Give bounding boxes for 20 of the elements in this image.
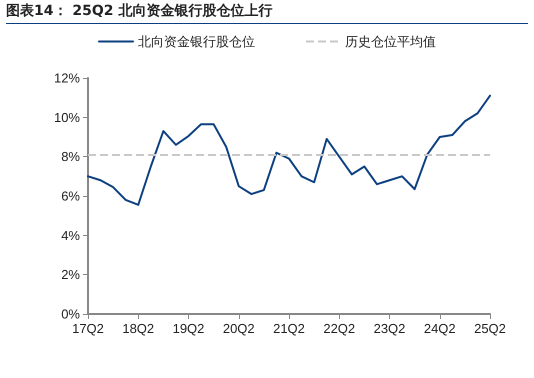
x-tick-label: 22Q2 xyxy=(323,321,356,336)
x-tick-label: 24Q2 xyxy=(424,321,456,336)
x-tick-label: 19Q2 xyxy=(172,321,204,336)
legend-label: 北向资金银行股仓位 xyxy=(138,34,255,49)
y-tick-label: 6% xyxy=(61,188,80,204)
y-tick-label: 10% xyxy=(54,110,80,125)
x-tick-label: 20Q2 xyxy=(222,321,255,336)
chart-title: 图表14： 25Q2 北向资金银行股仓位上行 xyxy=(6,2,528,24)
x-tick-label: 17Q2 xyxy=(72,321,104,336)
y-tick-label: 2% xyxy=(61,267,80,282)
line-series xyxy=(87,94,491,206)
x-tick-label: 18Q2 xyxy=(122,321,154,336)
x-tick-label: 21Q2 xyxy=(273,321,305,336)
x-tick-label: 25Q2 xyxy=(474,321,506,336)
x-tick-label: 23Q2 xyxy=(374,321,406,336)
y-tick-label: 0% xyxy=(61,306,80,322)
y-tick-label: 8% xyxy=(61,149,80,164)
y-tick-label: 12% xyxy=(54,70,80,86)
legend-label: 历史仓位平均值 xyxy=(345,34,436,49)
y-tick-label: 4% xyxy=(61,228,80,243)
